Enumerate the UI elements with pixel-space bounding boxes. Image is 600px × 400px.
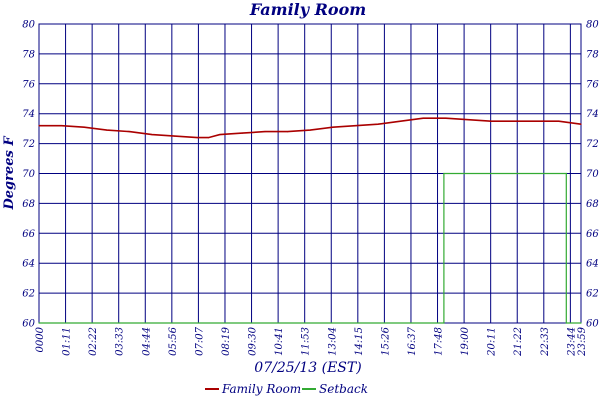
x-tick-label: 19:00 — [460, 326, 471, 355]
y-tick-label: 62 — [22, 289, 35, 300]
y-tick-label: 80 — [22, 20, 35, 31]
y-tick-label-right: 76 — [586, 79, 599, 90]
data-point — [241, 132, 243, 134]
series-line-setback — [39, 172, 581, 324]
y-tick-label-right: 62 — [586, 289, 599, 300]
data-point — [513, 120, 515, 122]
y-tick-label: 60 — [22, 319, 35, 330]
data-point — [565, 322, 567, 324]
data-point — [422, 117, 424, 119]
data-point — [558, 120, 560, 122]
x-tick-label: 07:07 — [194, 326, 205, 355]
data-point — [565, 172, 567, 175]
y-tick-label-right: 66 — [586, 229, 599, 240]
x-tick-label: 21:22 — [513, 327, 524, 357]
y-tick-label-right: 60 — [586, 319, 599, 330]
y-tick-label-right: 70 — [586, 169, 599, 180]
data-point — [535, 120, 537, 122]
data-point — [377, 123, 379, 125]
x-tick-label: 05:56 — [168, 326, 179, 355]
y-tick-label-right: 64 — [586, 259, 599, 270]
y-tick-label: 76 — [22, 79, 35, 90]
data-point — [38, 125, 40, 127]
data-point — [445, 117, 447, 119]
data-point — [106, 129, 108, 131]
x-tick-label: 16:37 — [407, 326, 418, 355]
x-axis: 0000 01:11 02:22 03:33 04:44 05:56 07:07 08:19 0… — [35, 326, 588, 356]
y-tick-label-right: 78 — [586, 49, 599, 60]
x-tick-label: 23:44 — [566, 327, 577, 357]
x-tick-label: 15:26 — [380, 326, 391, 355]
y-axis-left: 60 62 64 66 68 70 72 74 76 78 80 — [22, 20, 35, 330]
x-tick-label: 13:04 — [327, 327, 338, 356]
legend: Family Room Setback — [205, 382, 368, 396]
data-point — [580, 322, 582, 324]
y-axis-label: Degrees F — [2, 136, 17, 211]
data-point — [151, 134, 153, 136]
data-point — [443, 322, 445, 324]
data-point — [264, 131, 266, 133]
chart-title: Family Room — [249, 0, 366, 19]
x-tick-label: 17:48 — [434, 327, 445, 356]
data-point — [467, 119, 469, 121]
y-tick-label-right: 80 — [586, 20, 599, 31]
y-tick-label: 70 — [22, 169, 35, 180]
data-point — [38, 322, 40, 324]
data-point — [61, 125, 63, 127]
data-point — [400, 120, 402, 122]
data-point — [128, 131, 130, 133]
grid — [38, 23, 582, 324]
x-tick-label: 08:19 — [221, 326, 232, 355]
y-tick-label: 78 — [22, 49, 35, 60]
plot-lines — [38, 117, 582, 324]
y-axis-right: 60 62 64 66 68 70 72 74 76 78 80 — [586, 20, 599, 330]
data-point — [83, 126, 85, 128]
y-tick-label-right: 72 — [586, 139, 599, 150]
y-tick-label: 64 — [22, 259, 35, 270]
data-point — [174, 135, 176, 137]
x-axis-label: 07/25/13 (EST) — [254, 360, 361, 376]
y-tick-label: 74 — [22, 109, 35, 120]
data-point — [287, 131, 289, 133]
x-tick-label: 23:59 — [577, 326, 588, 356]
x-tick-label: 03:33 — [115, 327, 126, 356]
x-tick-label: 0000 — [35, 326, 46, 352]
x-tick-label: 01:11 — [62, 327, 73, 356]
x-tick-label: 04:44 — [141, 327, 152, 356]
series-line-family-room — [39, 117, 582, 139]
y-tick-label: 66 — [22, 229, 35, 240]
data-point — [443, 172, 445, 175]
legend-label: Setback — [319, 382, 368, 396]
y-tick-label-right: 68 — [586, 199, 599, 210]
data-point — [196, 137, 198, 139]
y-tick-label: 68 — [22, 199, 35, 210]
data-point — [580, 123, 582, 125]
x-tick-label: 10:41 — [274, 327, 285, 356]
data-point — [490, 120, 492, 122]
x-tick-label: 02:22 — [88, 327, 99, 356]
x-tick-label: 20:11 — [487, 327, 498, 357]
x-tick-label: 22:33 — [540, 327, 551, 357]
data-point — [207, 137, 210, 139]
data-point — [309, 129, 311, 131]
data-point — [332, 126, 334, 128]
data-point — [219, 134, 221, 136]
y-tick-label-right: 74 — [586, 109, 599, 120]
x-tick-label: 09:30 — [248, 326, 259, 355]
x-tick-label: 11:53 — [301, 327, 312, 356]
x-tick-label: 14:15 — [354, 327, 365, 356]
y-tick-label: 72 — [22, 139, 35, 150]
data-point — [354, 125, 356, 127]
legend-label: Family Room — [221, 382, 301, 396]
